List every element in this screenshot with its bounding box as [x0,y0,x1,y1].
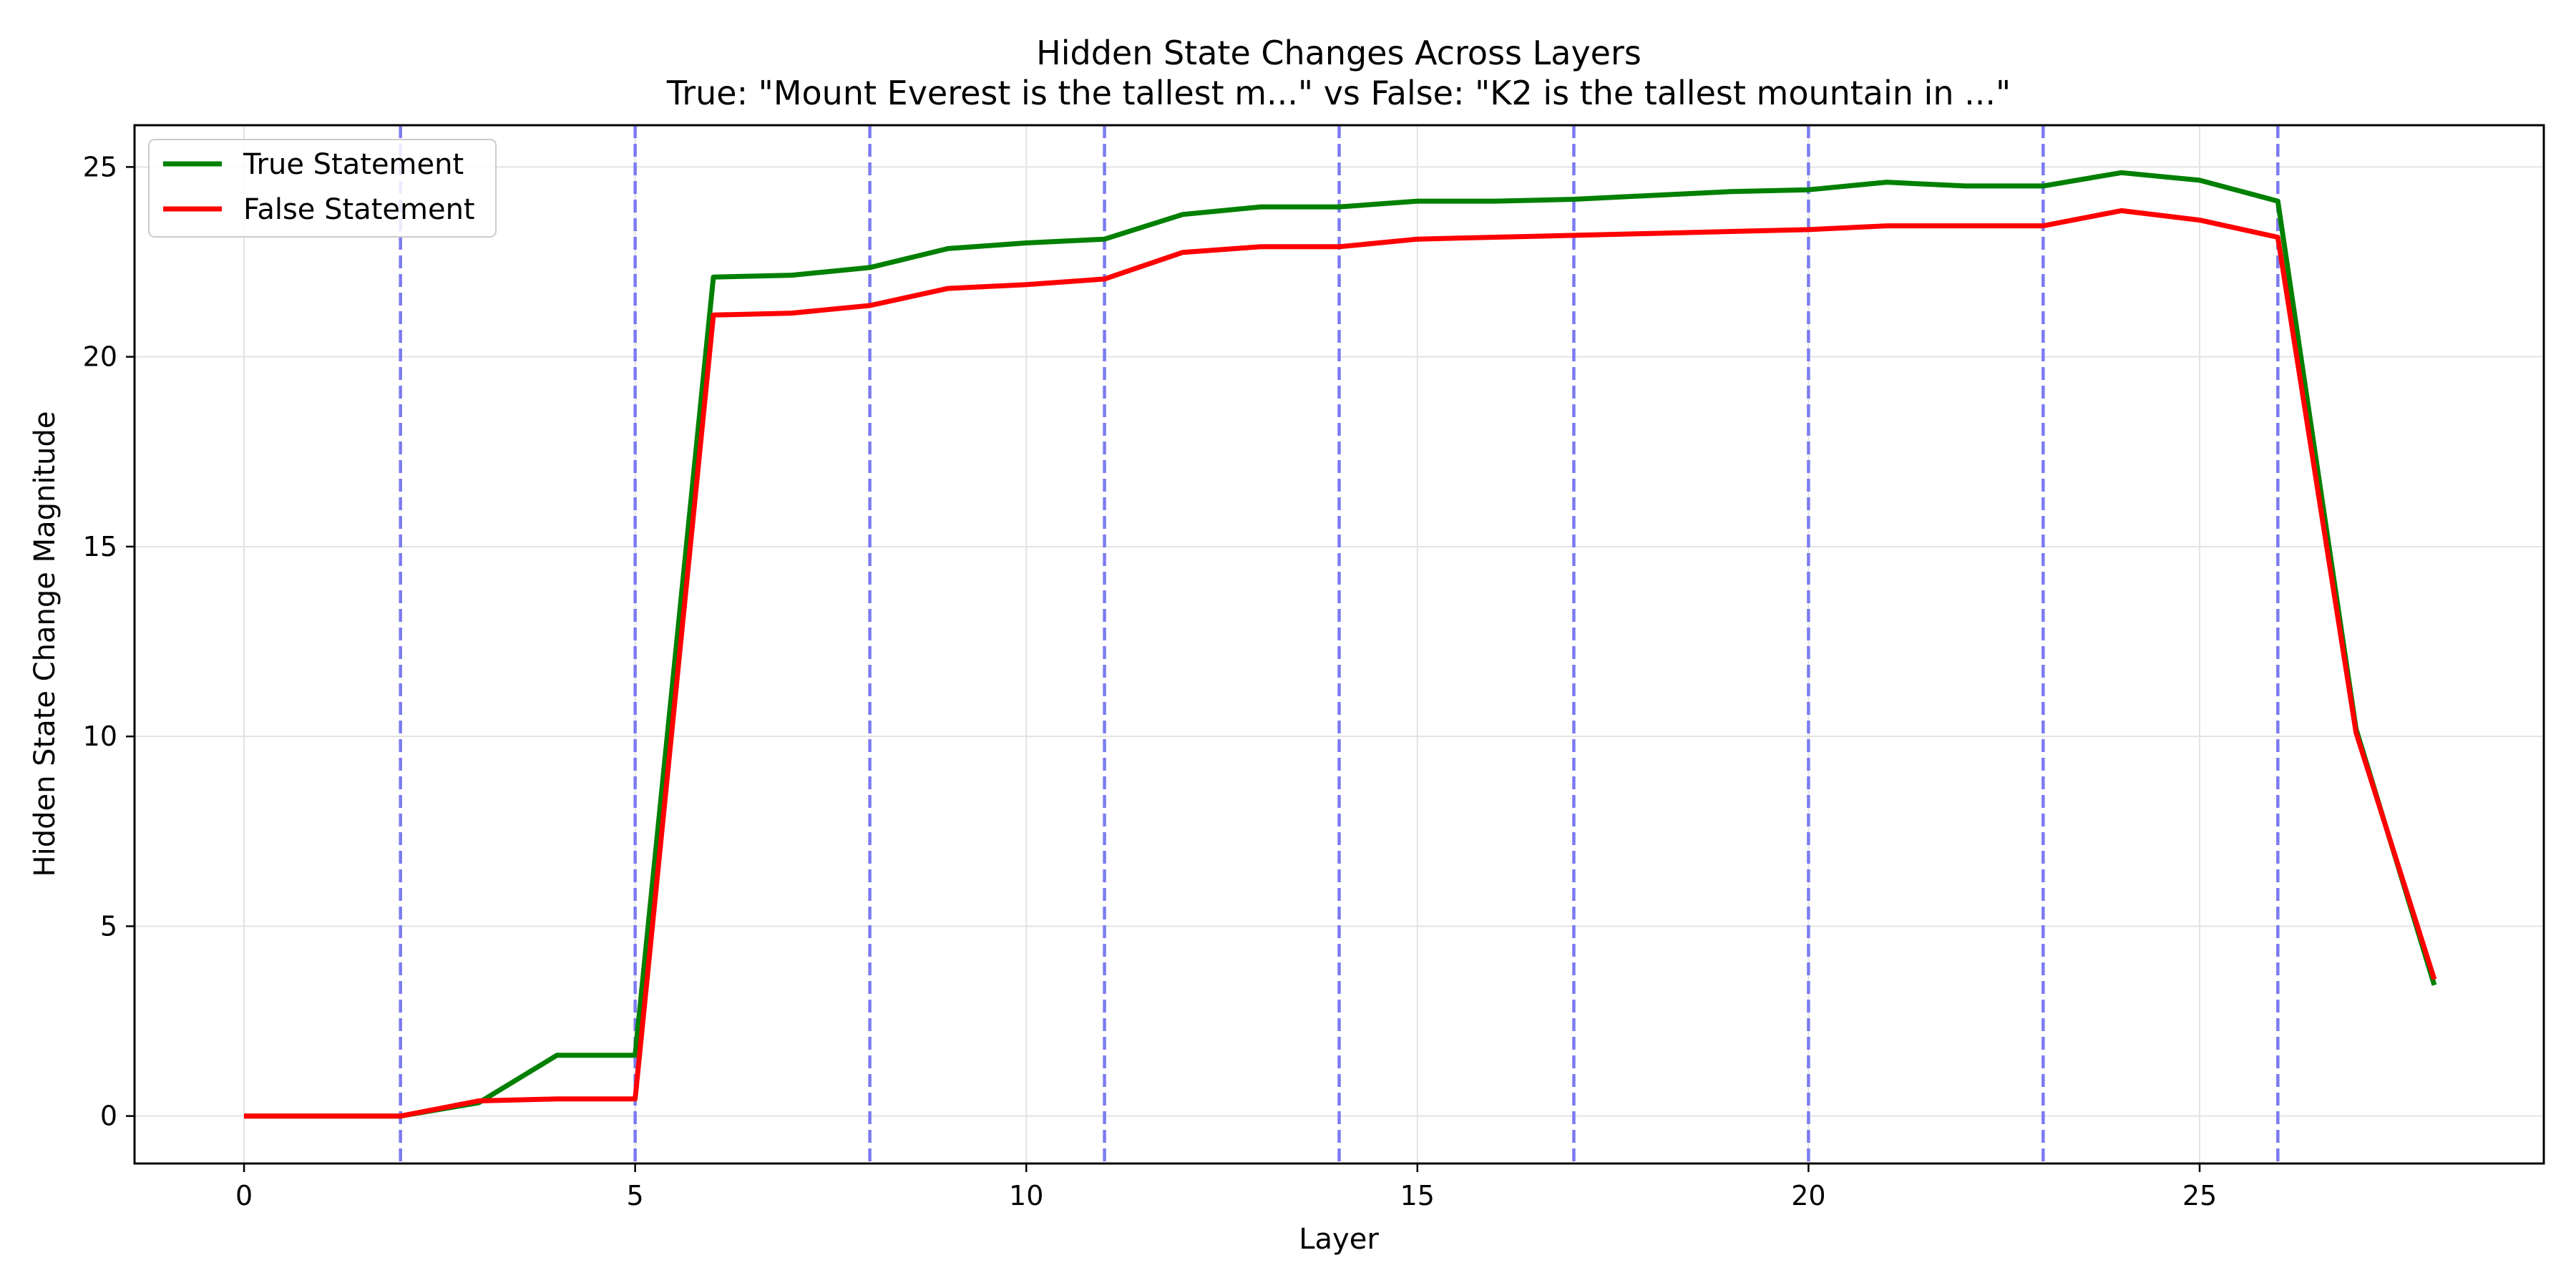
x-tick-label-0: 0 [235,1180,253,1211]
y-tick-label-2: 10 [83,721,117,752]
x-tick-label-5: 25 [2182,1180,2217,1211]
series-lines [244,170,2437,1119]
y-tick-label-3: 15 [83,531,117,562]
grid [135,125,2544,1163]
chart-subtitle: True: "Mount Everest is the tallest m...… [666,74,2011,112]
y-axis-title: Hidden State Change Magnitude [29,411,62,877]
x-tick-label-1: 5 [627,1180,644,1211]
x-axis-title: Layer [1299,1223,1379,1256]
axis-ticks: 0 5 10 15 20 25 0 5 10 15 20 25 [83,151,2218,1211]
series-line-true [244,170,2437,1119]
chart-title: Hidden State Changes Across Layers [1036,34,1641,72]
y-tick-label-4: 20 [83,341,117,373]
layer-markers [399,125,2280,1163]
x-tick-label-2: 10 [1009,1180,1043,1211]
x-tick-label-3: 15 [1400,1180,1435,1211]
x-tick-label-4: 20 [1791,1180,1825,1211]
y-tick-label-5: 25 [83,151,117,182]
plot-frame [133,124,2545,1165]
y-tick-label-1: 5 [100,910,117,942]
legend: True Statement False Statement [148,139,497,238]
legend-box [148,139,497,238]
legend-label-false: False Statement [243,193,475,226]
legend-label-true: True Statement [243,148,464,181]
series-line-false [244,208,2437,1119]
y-tick-label-0: 0 [100,1101,117,1132]
